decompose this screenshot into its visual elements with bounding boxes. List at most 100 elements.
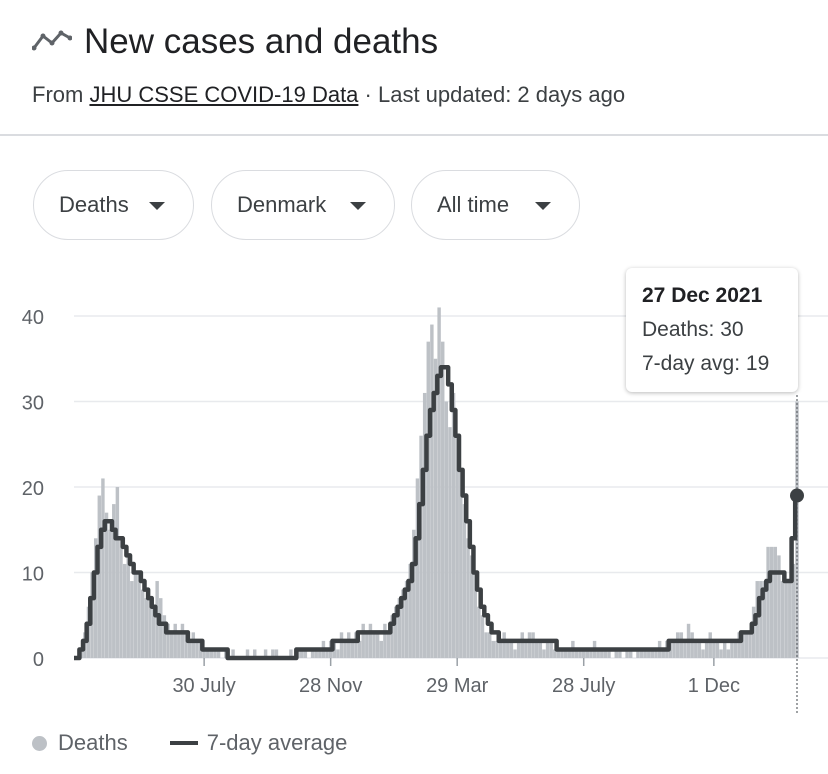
deaths-bar xyxy=(672,640,676,658)
deaths-bar xyxy=(697,640,702,658)
location-dropdown-label: Denmark xyxy=(237,192,327,217)
deaths-bar xyxy=(162,615,167,658)
deaths-bar xyxy=(639,649,644,658)
deaths-bar xyxy=(556,649,561,658)
tooltip-deaths: Deaths: 30 xyxy=(642,318,744,341)
deaths-bar xyxy=(679,632,684,658)
deaths-bar xyxy=(535,640,539,658)
deaths-bar xyxy=(339,632,344,658)
deaths-bar xyxy=(491,640,496,658)
source-link[interactable]: JHU CSSE COVID-19 Data xyxy=(89,82,359,107)
deaths-bar xyxy=(596,649,600,658)
deaths-chart[interactable]: 0 10 20 30 40 30 July 28 Nov 29 Mar 28 July 1 Dec xyxy=(0,255,828,715)
deaths-bar xyxy=(412,529,416,658)
legend-line-label: 7-day average xyxy=(206,730,348,755)
deaths-bar xyxy=(159,598,163,658)
deaths-bar xyxy=(422,392,427,658)
deaths-bar xyxy=(560,649,564,658)
y-tick-label: 10 xyxy=(22,564,44,586)
x-tick-label: 28 Nov xyxy=(299,675,362,697)
deaths-bar xyxy=(513,649,517,658)
deaths-bar xyxy=(784,581,788,658)
deaths-bar xyxy=(509,640,514,658)
deaths-bar xyxy=(675,632,680,658)
y-tick-label: 20 xyxy=(22,478,44,500)
deaths-bar xyxy=(524,640,528,658)
deaths-bar xyxy=(704,640,709,658)
deaths-bar xyxy=(383,623,387,658)
deaths-bar xyxy=(386,632,391,658)
tooltip-date: 27 Dec 2021 xyxy=(642,284,763,307)
deaths-bar xyxy=(708,632,712,658)
deaths-bar xyxy=(759,581,763,658)
deaths-bar xyxy=(104,512,109,658)
deaths-bar xyxy=(379,640,383,658)
caret-down-icon xyxy=(149,202,165,210)
deaths-bar xyxy=(553,649,557,658)
subtitle-suffix: · Last updated: 2 days ago xyxy=(358,82,626,107)
range-dropdown[interactable]: All time xyxy=(411,170,580,240)
chart-legend: Deaths 7-day average xyxy=(32,730,347,756)
deaths-bar xyxy=(97,495,102,658)
caret-down-icon xyxy=(350,202,366,210)
deaths-bar xyxy=(216,649,221,658)
deaths-bar xyxy=(347,632,351,658)
deaths-bar xyxy=(177,632,181,658)
deaths-bar xyxy=(719,649,723,658)
deaths-bar xyxy=(231,649,235,658)
metric-dropdown-label: Deaths xyxy=(59,192,129,217)
deaths-bar xyxy=(133,572,138,658)
deaths-bar xyxy=(303,649,308,658)
deaths-bar xyxy=(368,623,373,658)
deaths-bar xyxy=(130,581,134,658)
deaths-bar xyxy=(567,649,571,658)
deaths-bar xyxy=(506,640,510,658)
deaths-bar xyxy=(516,640,521,658)
deaths-bar xyxy=(459,469,463,658)
deaths-bar xyxy=(748,632,752,658)
deaths-bar xyxy=(563,649,568,658)
x-tick-label: 29 Mar xyxy=(426,675,489,697)
trending-line-icon xyxy=(32,30,72,51)
deaths-bar xyxy=(263,649,268,658)
deaths-bar xyxy=(390,615,394,658)
deaths-bar xyxy=(433,358,438,658)
deaths-bar xyxy=(394,606,398,658)
deaths-bar xyxy=(520,632,524,658)
deaths-bar xyxy=(180,623,185,658)
deaths-bar xyxy=(350,640,355,658)
deaths-bar xyxy=(209,649,214,658)
deaths-bar xyxy=(101,478,105,658)
x-tick-label: 28 July xyxy=(552,675,615,697)
deaths-bar xyxy=(780,581,785,658)
deaths-bar xyxy=(473,572,477,658)
deaths-bar xyxy=(455,435,459,658)
chart-tooltip: 27 Dec 2021 Deaths: 30 7-day avg: 19 xyxy=(626,268,798,392)
deaths-bar xyxy=(607,649,611,658)
deaths-bar xyxy=(397,598,402,658)
highlight-point xyxy=(790,488,804,503)
y-tick-label: 40 xyxy=(22,307,44,329)
deaths-bar xyxy=(545,640,550,658)
deaths-bar xyxy=(451,392,456,658)
deaths-bar xyxy=(777,555,781,658)
deaths-bar xyxy=(357,640,362,658)
deaths-bar xyxy=(184,632,188,658)
deaths-bar xyxy=(773,546,778,658)
deaths-bar xyxy=(202,649,206,658)
deaths-bar xyxy=(683,640,687,658)
deaths-bar xyxy=(361,623,365,658)
deaths-bar xyxy=(650,649,655,658)
y-tick-label: 0 xyxy=(33,649,44,671)
location-dropdown[interactable]: Denmark xyxy=(211,170,395,240)
metric-dropdown[interactable]: Deaths xyxy=(33,170,194,240)
deaths-bar xyxy=(441,341,445,658)
deaths-bar xyxy=(195,640,199,658)
deaths-bar xyxy=(654,649,658,658)
deaths-bar xyxy=(690,632,694,658)
deaths-bar xyxy=(542,649,546,658)
deaths-bar xyxy=(245,649,250,658)
deaths-bar xyxy=(437,307,441,658)
deaths-bar xyxy=(730,640,734,658)
deaths-bar xyxy=(589,649,593,658)
